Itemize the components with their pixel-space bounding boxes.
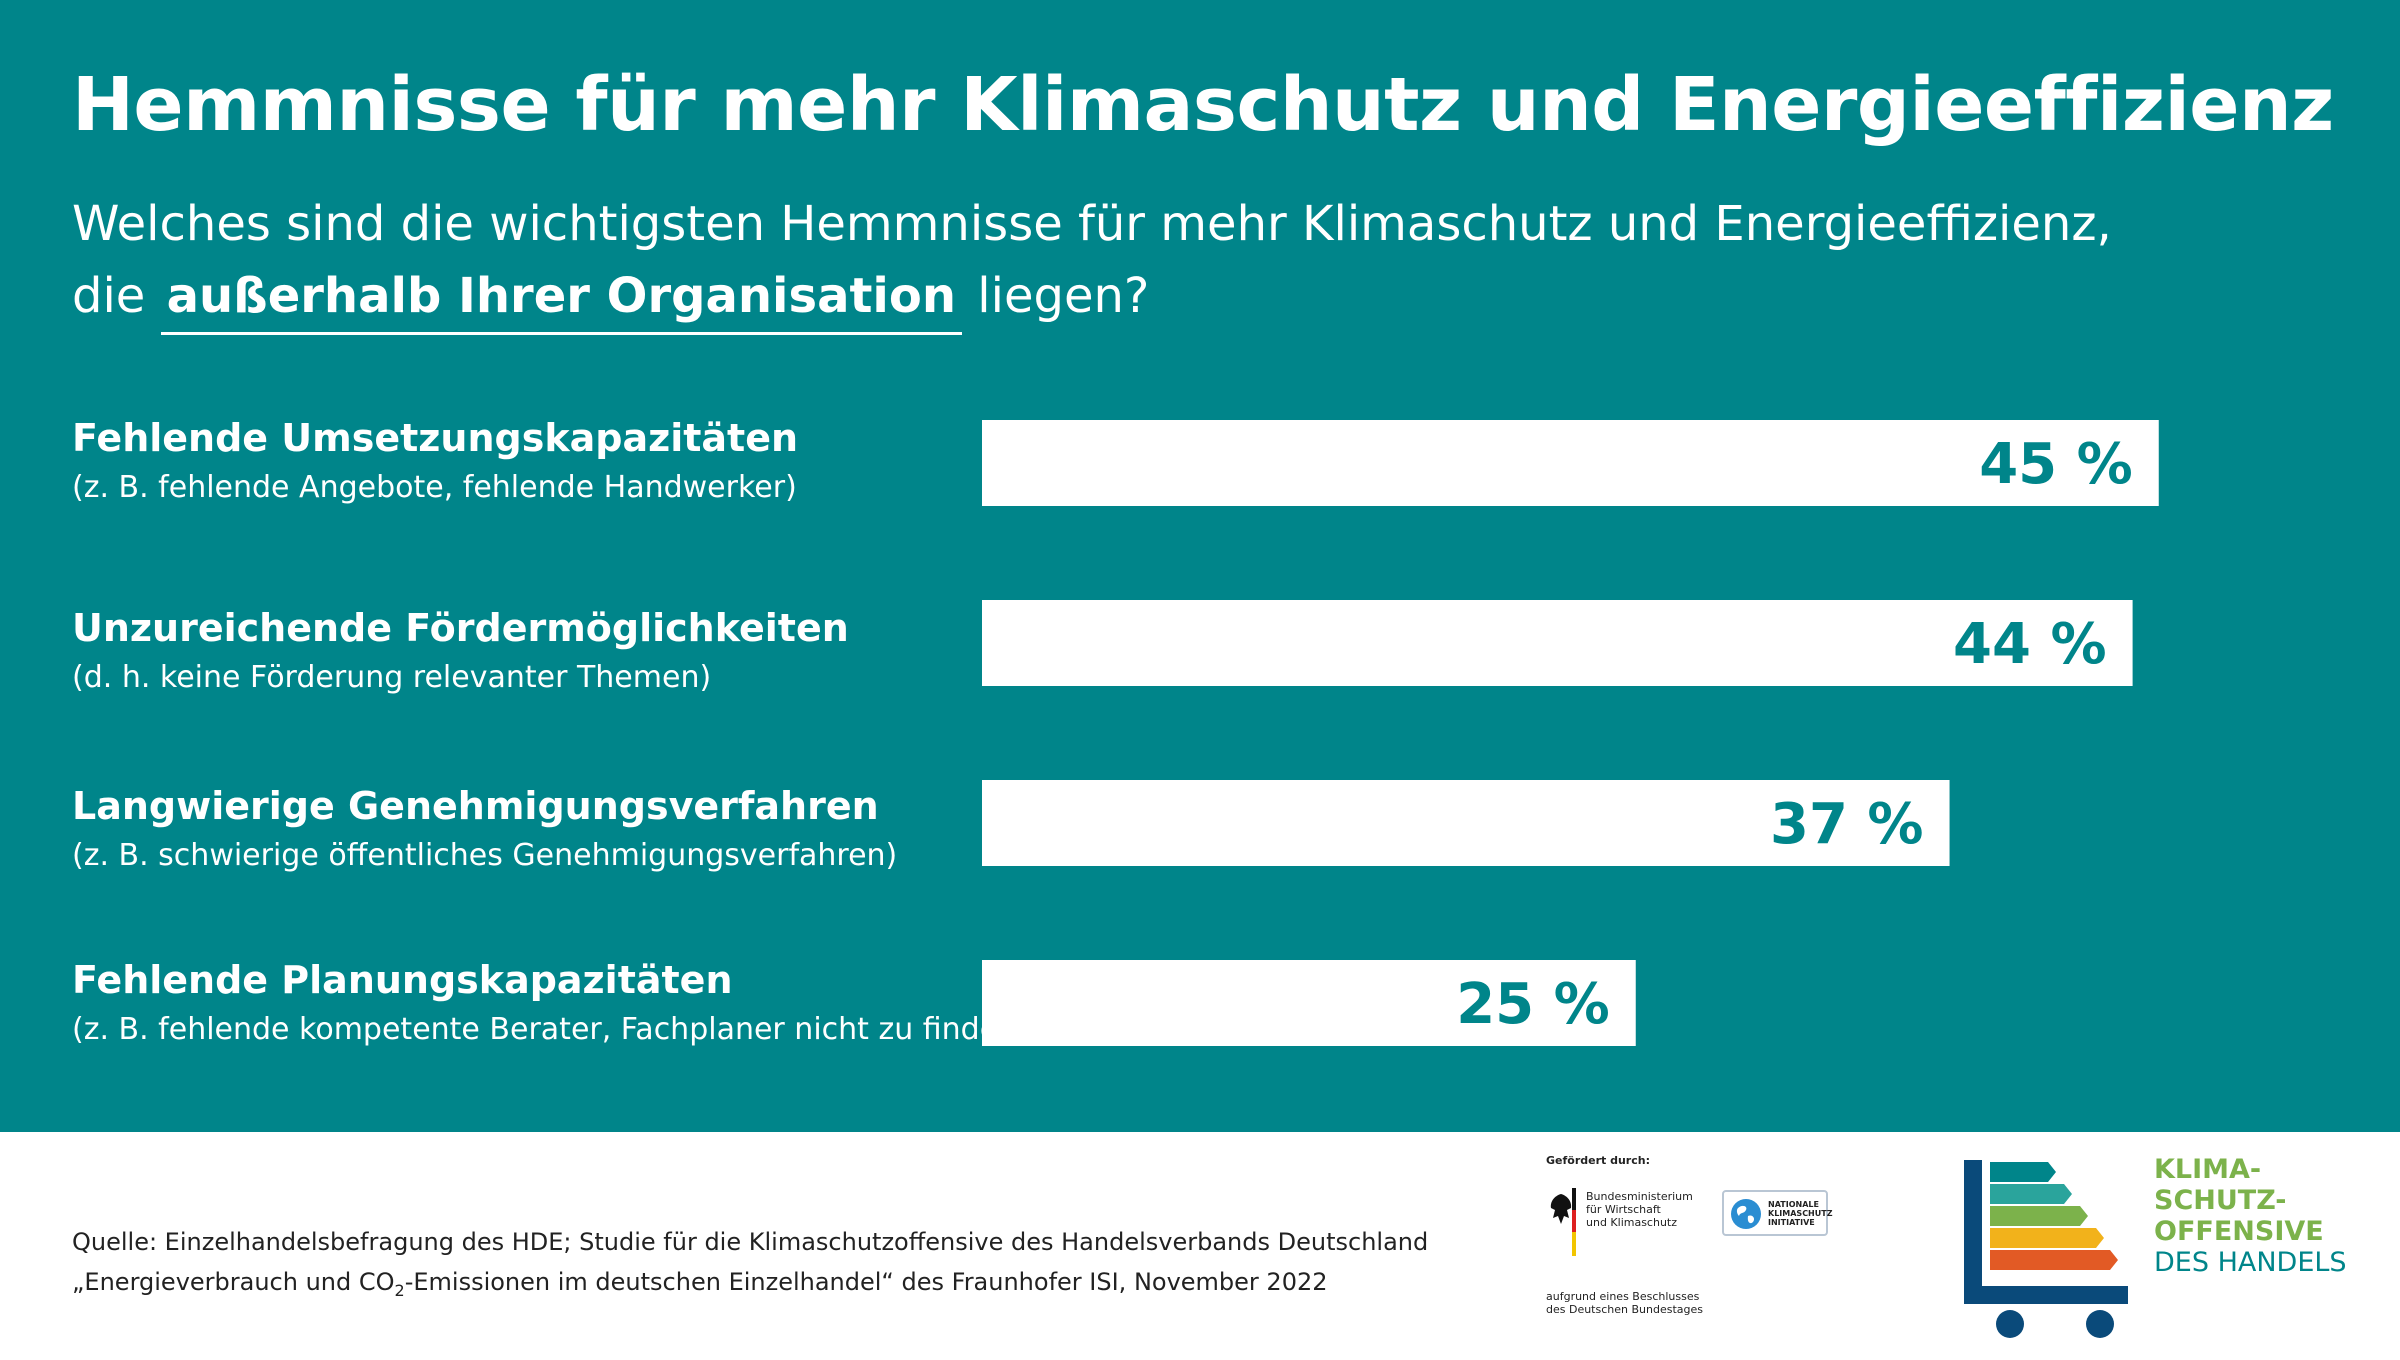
ministry-line-2: für Wirtschaft [1586, 1203, 1661, 1216]
subtitle-line-1: Welches sind die wichtigsten Hemmnisse f… [72, 196, 2112, 252]
globe-icon [1731, 1199, 1761, 1229]
page-title: Hemmnisse für mehr Klimaschutz und Energ… [72, 62, 2334, 148]
nki-logo: NATIONALE KLIMASCHUTZ INITIATIVE [1722, 1190, 1833, 1236]
resolution-line-1: aufgrund eines Beschlusses [1546, 1290, 1700, 1303]
nki-line-1: NATIONALE [1768, 1200, 1819, 1209]
bar-4 [982, 960, 1636, 1046]
category-detail-2: (d. h. keine Förderung relevanter Themen… [72, 660, 712, 695]
ministry-line-1: Bundesministerium [1586, 1190, 1693, 1203]
bar-chart: 45 % 44 % 37 % 25 % [982, 420, 2159, 1046]
federal-eagle-icon [1550, 1188, 1576, 1256]
category-detail-1: (z. B. fehlende Angebote, fehlende Handw… [72, 470, 797, 505]
logo-line-4: DES HANDELS [2154, 1247, 2347, 1278]
category-label-2: Unzureichende Fördermöglichkeiten [72, 606, 849, 650]
funded-by-label: Gefördert durch: [1546, 1154, 1650, 1167]
bar-value-label-2: 44 % [1953, 612, 2107, 677]
source-line-1: Quelle: Einzelhandelsbefragung des HDE; … [72, 1228, 1429, 1256]
bar-2 [982, 600, 2133, 686]
nki-line-3: INITIATIVE [1768, 1218, 1815, 1227]
subtitle-pre: die [72, 268, 146, 324]
category-label-4: Fehlende Planungskapazitäten [72, 958, 733, 1002]
category-detail-4: (z. B. fehlende kompetente Berater, Fach… [72, 1012, 1029, 1047]
category-label-3: Langwierige Genehmigungsverfahren [72, 784, 879, 828]
resolution-line-2: des Deutschen Bundestages [1546, 1303, 1703, 1316]
source-line-2: „Energieverbrauch und CO2-Emissionen im … [72, 1268, 1328, 1300]
logo-line-3: OFFENSIVE [2154, 1216, 2324, 1247]
chart-panel [0, 0, 2400, 1132]
subtitle-post: liegen? [977, 268, 1150, 324]
bar-value-label-1: 45 % [1979, 432, 2133, 497]
bar-value-label-4: 25 % [1456, 972, 1610, 1037]
bar-1 [982, 420, 2159, 506]
shopping-cart-energy-icon [1964, 1160, 2128, 1338]
question-subtitle: Welches sind die wichtigsten Hemmnisse f… [72, 188, 2112, 335]
source-line-2-post: -Emissionen im deutschen Einzelhandel“ d… [404, 1268, 1328, 1296]
logo-line-1: KLIMA- [2154, 1154, 2262, 1185]
footer: Quelle: Einzelhandelsbefragung des HDE; … [0, 1132, 2400, 1360]
source-co2-subscript: 2 [394, 1280, 405, 1300]
nki-line-2: KLIMASCHUTZ [1768, 1209, 1833, 1218]
logo-line-2: SCHUTZ- [2154, 1185, 2287, 1216]
category-detail-3: (z. B. schwierige öffentliches Genehmigu… [72, 838, 898, 873]
ministry-line-3: und Klimaschutz [1586, 1216, 1678, 1229]
category-label-1: Fehlende Umsetzungskapazitäten [72, 416, 799, 460]
subtitle-emphasis: außerhalb Ihrer Organisation [160, 268, 963, 335]
source-line-2-pre: „Energieverbrauch und CO [72, 1268, 395, 1296]
bar-value-label-3: 37 % [1770, 792, 1924, 857]
bar-3 [982, 780, 1950, 866]
